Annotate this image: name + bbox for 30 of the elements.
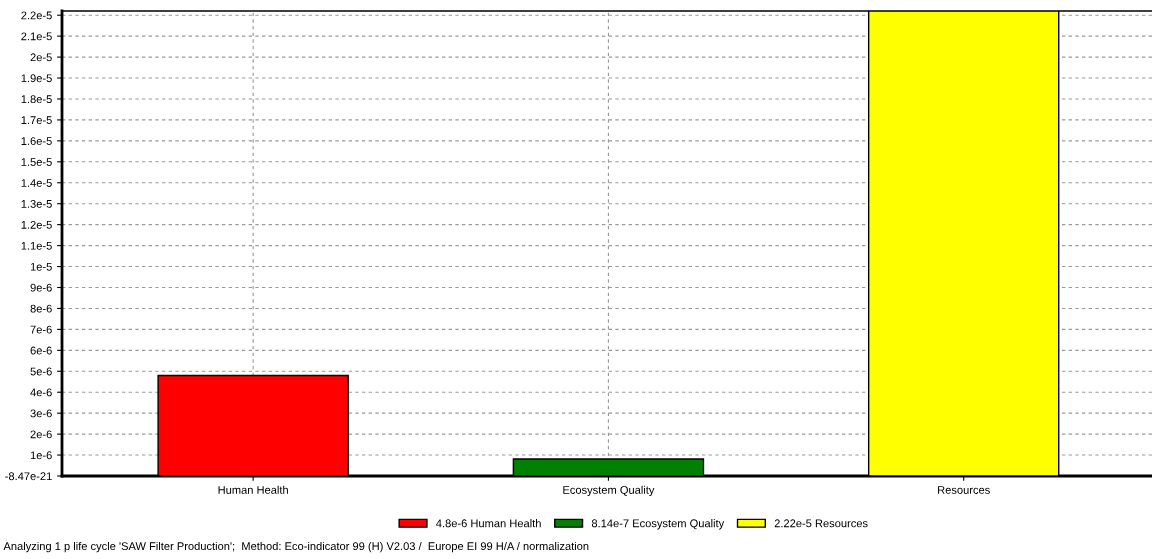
y-tick-label: 4e-6 [30,388,52,397]
y-tick-label: 7e-6 [30,325,52,334]
y-tick-label: 1e-6 [30,451,52,460]
y-tick-label: 8e-6 [30,304,52,313]
text: Analyzing 1 p life cycle 'SAW Filter Production'; Method: Eco-indicator 99 (H) V2.03 / Europe EI 99 H/A / normalization [3,541,589,553]
y-tick-label: 1.8e-5 [21,95,52,104]
y-tick-label: 6e-6 [30,346,52,355]
y-tick-label: 1.7e-5 [21,116,52,125]
x-tick-label: Resources [938,486,990,494]
y-tick-label: 1.9e-5 [21,74,52,83]
y-tick-label: -8.47e-21 [5,472,52,481]
x-tick-label: Human Health [218,485,288,494]
y-tick-label: 5e-6 [30,367,52,376]
x-tick-label: Ecosystem Quality [563,485,655,497]
y-tick-label: 2e-6 [30,430,52,439]
y-tick-label: 2e-5 [30,53,52,62]
y-tick-label: 2.1e-5 [21,32,52,41]
y-tick-label: 2.2e-5 [21,11,52,20]
y-tick-label: 9e-6 [30,283,52,292]
y-tick-label: 1.5e-5 [21,158,52,166]
legend-label: 2.22e-5 Resources [774,519,868,528]
y-tick-label: 1.6e-5 [21,137,52,145]
y-tick-label: 1.3e-5 [21,199,52,208]
y-tick-label: 1.2e-5 [21,220,52,229]
legend-label: 8.14e-7 Ecosystem Quality [591,519,725,530]
y-tick-label: 1.1e-5 [21,241,52,250]
y-tick-label: 3e-6 [30,409,52,418]
legend-label: 4.8e-6 Human Health [436,519,541,528]
y-tick-label: 1.4e-5 [21,179,52,187]
y-tick-label: 1e-5 [30,262,52,271]
